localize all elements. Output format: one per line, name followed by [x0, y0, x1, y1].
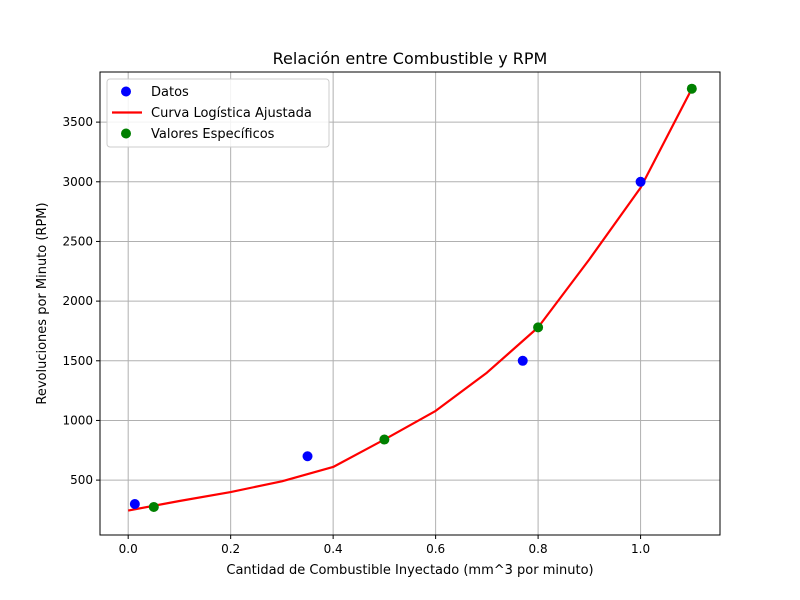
data-point-valores-especificos	[379, 434, 390, 445]
plot-frame	[99, 71, 721, 536]
x-tick-label: 0.2	[221, 542, 240, 556]
x-tick-label: 0.6	[426, 542, 445, 556]
y-tick-label: 1000	[62, 413, 93, 427]
x-tick-label: 0.0	[119, 542, 138, 556]
grid-layer	[100, 72, 720, 535]
x-tick-label: 1.0	[631, 542, 650, 556]
data-point-datos	[517, 355, 528, 366]
data-point-valores-especificos	[686, 83, 697, 94]
legend-label-valores: Valores Específicos	[151, 127, 275, 142]
x-tick-label: 0.8	[529, 542, 548, 556]
tick-layer: 0.0 0.2 0.4 0.6 0.8 1.0 500 1000 1500 2000 2500 300…	[62, 115, 650, 556]
legend: Datos Curva Logística Ajustada Valores E…	[106, 78, 330, 148]
legend-marker-valores	[121, 128, 131, 139]
legend-marker-datos	[121, 86, 131, 97]
y-tick-label: 2000	[62, 294, 93, 308]
data-point-datos	[129, 498, 140, 509]
legend-label-datos: Datos	[151, 85, 189, 100]
series-layer	[127, 83, 697, 512]
legend-label-curva: Curva Logística Ajustada	[151, 106, 312, 121]
data-point-valores-especificos	[148, 501, 159, 512]
x-axis-title: Cantidad de Combustible Inyectado (mm^3 …	[226, 563, 593, 578]
data-point-datos	[635, 176, 646, 187]
y-tick-label: 500	[70, 473, 93, 487]
y-tick-label: 3500	[62, 115, 93, 129]
y-tick-label: 3000	[62, 175, 93, 189]
y-tick-label: 2500	[62, 234, 93, 248]
y-tick-label: 1500	[62, 354, 93, 368]
series-line-curva-logistica-ajustada	[127, 88, 693, 512]
y-axis-title: Revoluciones por Minuto (RPM)	[35, 202, 50, 404]
x-tick-label: 0.4	[324, 542, 343, 556]
data-point-datos	[302, 451, 313, 462]
data-point-valores-especificos	[533, 322, 544, 333]
chart-title: Relación entre Combustible y RPM	[273, 49, 548, 68]
legend-box	[106, 78, 330, 148]
